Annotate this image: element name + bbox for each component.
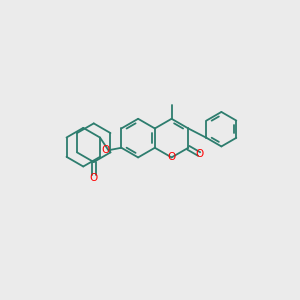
Text: O: O	[101, 145, 109, 154]
Text: O: O	[90, 173, 98, 183]
Text: O: O	[195, 149, 203, 159]
Text: O: O	[167, 152, 176, 162]
